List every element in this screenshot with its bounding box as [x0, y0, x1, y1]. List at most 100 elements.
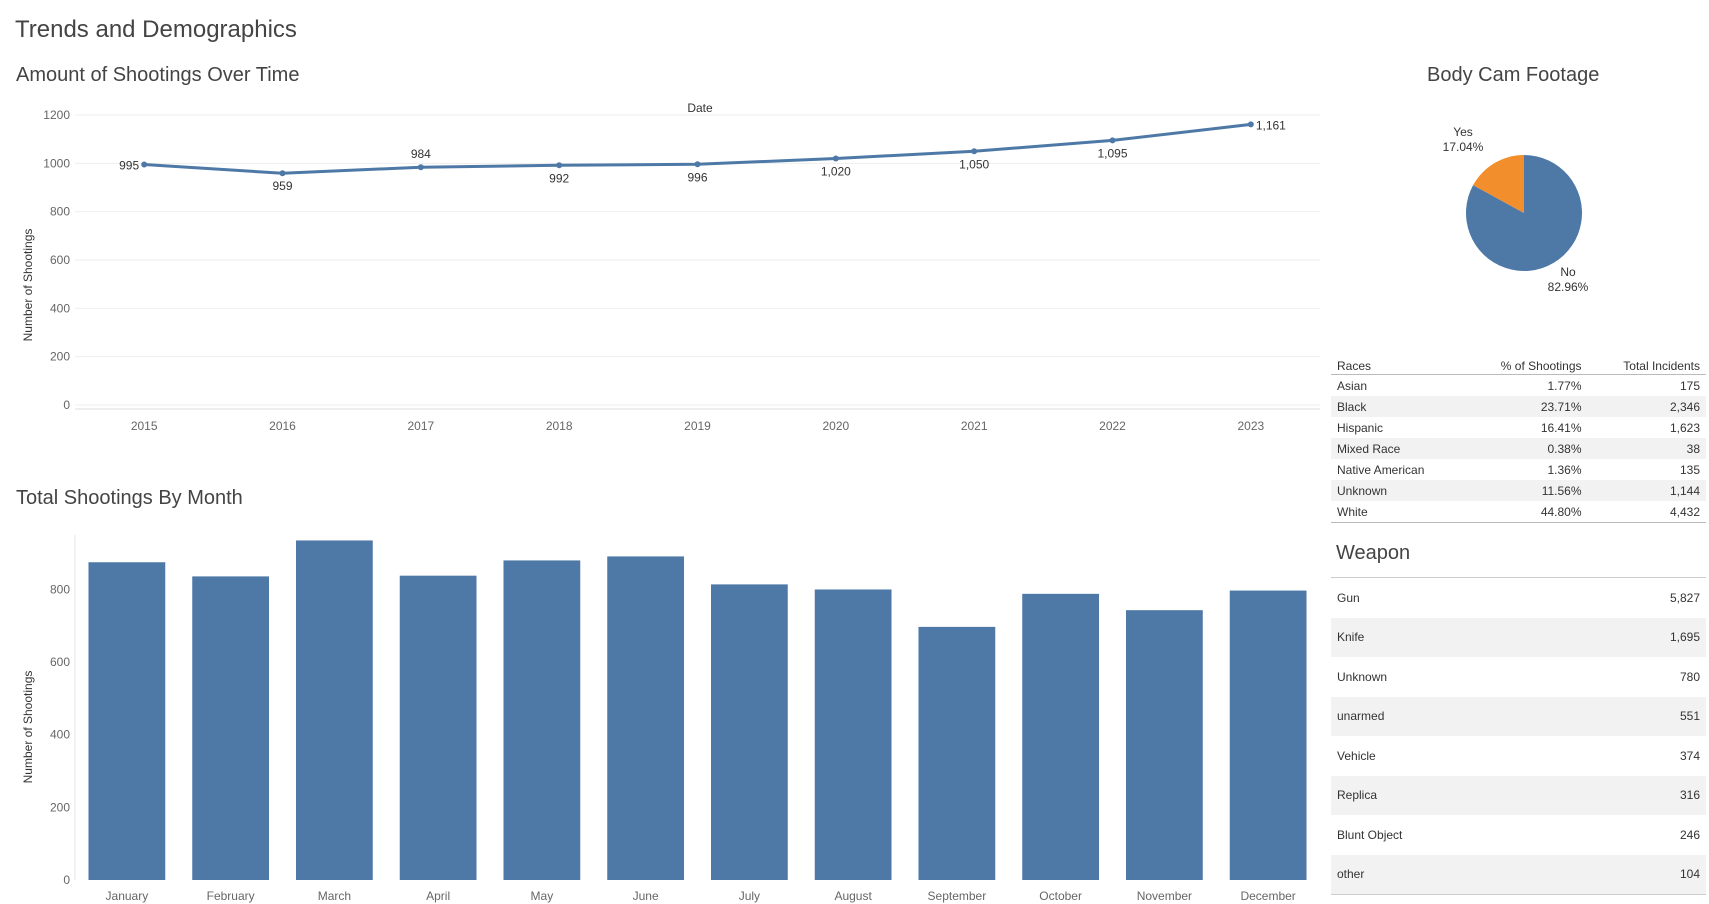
race-total: 2,346: [1587, 396, 1706, 417]
weapon-count: 5,827: [1669, 590, 1700, 605]
data-label: 992: [549, 171, 569, 185]
x-tick-label: April: [426, 889, 450, 903]
list-item: Unknown 780: [1331, 657, 1706, 697]
line-point: [694, 161, 701, 168]
race-name: Native American: [1337, 462, 1425, 477]
race-pct: 23.71%: [1463, 396, 1588, 417]
x-tick-label: 2019: [684, 419, 711, 433]
weapon-name: Knife: [1337, 630, 1365, 645]
y-tick-label: 0: [63, 398, 70, 412]
x-tick-label: 2022: [1099, 419, 1126, 433]
y-tick-label: 1200: [43, 108, 70, 122]
line-chart-y-title: Number of Shootings: [21, 229, 35, 342]
race-pct: 16.41%: [1540, 420, 1582, 435]
race-total: 135: [1679, 462, 1700, 477]
weapon-name: Replica: [1337, 788, 1378, 803]
data-label: 996: [687, 170, 707, 184]
race-name: Mixed Race: [1331, 438, 1464, 459]
race-pct: 11.56%: [1463, 480, 1588, 501]
bar: [399, 575, 477, 880]
y-tick-label: 1000: [43, 156, 70, 170]
race-name: White: [1331, 501, 1464, 523]
y-tick-label: 400: [50, 728, 70, 742]
line-point: [279, 170, 286, 177]
x-tick-label: 2023: [1237, 419, 1264, 433]
races-header-row: Races % of Shootings Total Incidents: [1331, 357, 1706, 375]
bar: [1125, 610, 1203, 880]
races-header-total: Total Incidents: [1587, 357, 1706, 375]
pie-chart: Yes 17.04% No 82.96%: [1443, 125, 1589, 294]
y-tick-label: 800: [50, 205, 70, 219]
bar-chart-bars: [88, 540, 1307, 880]
line-point: [1109, 137, 1116, 144]
y-tick-label: 400: [50, 301, 70, 315]
list-item: Knife 1,695: [1331, 617, 1706, 657]
races-header-race: Races: [1331, 357, 1464, 375]
race-name: Unknown: [1331, 480, 1464, 501]
weapon-name: unarmed: [1337, 709, 1385, 724]
table-row: Mixed Race 0.38% 38: [1331, 438, 1706, 459]
table-row: Black 23.71% 2,346: [1331, 396, 1706, 417]
y-tick-label: 200: [50, 800, 70, 814]
bar-chart-y-title: Number of Shootings: [21, 671, 35, 784]
data-label: 1,161: [1256, 118, 1286, 132]
bar: [814, 589, 892, 880]
data-label: 1,050: [959, 157, 989, 171]
x-tick-label: May: [531, 889, 554, 903]
pie-pct-no: 82.96%: [1548, 280, 1589, 294]
x-tick-label: 2017: [407, 419, 434, 433]
race-name: Asian: [1337, 378, 1368, 393]
x-tick-label: February: [207, 889, 255, 903]
x-tick-label: June: [633, 889, 659, 903]
line-chart-y-axis: 0 200 400 600 800 1000 1200: [43, 108, 70, 412]
bar: [192, 576, 270, 880]
race-pct: 44.80%: [1463, 501, 1588, 523]
x-tick-label: August: [834, 889, 872, 903]
data-label: 1,095: [1097, 146, 1127, 160]
y-tick-label: 800: [50, 582, 70, 596]
x-tick-label: March: [318, 889, 351, 903]
list-item: unarmed 551: [1331, 696, 1706, 736]
list-item: Gun 5,827: [1331, 578, 1706, 618]
table-row: Native American 1.36% 135: [1331, 459, 1706, 480]
x-tick-label: November: [1137, 889, 1192, 903]
table-row: Unknown 11.56% 1,144: [1331, 480, 1706, 501]
race-pct: 1.77%: [1547, 378, 1582, 393]
race-pct: 0.38%: [1463, 438, 1588, 459]
table-row: White 44.80% 4,432: [1331, 501, 1706, 523]
y-tick-label: 600: [50, 655, 70, 669]
bar-chart-title: Total Shootings By Month: [16, 487, 243, 509]
line-chart: Date Number of Shootings 0 200 400 600 800 10…: [21, 101, 1320, 433]
list-item: Vehicle 374: [1331, 736, 1706, 776]
x-tick-label: 2018: [546, 419, 573, 433]
pie-chart-title: Body Cam Footage: [1427, 64, 1600, 86]
x-tick-label: January: [106, 889, 149, 903]
x-tick-label: 2016: [269, 419, 296, 433]
bar: [88, 562, 166, 880]
data-label: 984: [411, 147, 431, 161]
weapon-name: Gun: [1337, 590, 1360, 605]
line-chart-x-title: Date: [687, 101, 713, 115]
x-tick-label: 2021: [961, 419, 988, 433]
y-tick-label: 600: [50, 253, 70, 267]
list-item: Blunt Object 246: [1331, 815, 1706, 855]
race-total: 4,432: [1587, 501, 1706, 523]
bar: [1229, 590, 1307, 880]
data-label: 995: [119, 159, 139, 173]
race-total: 1,144: [1587, 480, 1706, 501]
pie-pct-yes: 17.04%: [1443, 140, 1484, 154]
line-chart-x-axis: 2015 2016 2017 2018 2019 2020 2021 2022 2023: [131, 419, 1265, 433]
line-point: [1247, 121, 1254, 128]
line-chart-grid: [75, 114, 1320, 410]
bar: [503, 560, 581, 880]
races-header-pct: % of Shootings: [1463, 357, 1588, 375]
bar: [710, 584, 788, 880]
weapon-name: Unknown: [1337, 669, 1388, 684]
line-point: [556, 162, 563, 169]
line-point: [832, 155, 839, 162]
line-data-labels: 995 959 984 992 996 1,020 1,050 1,095 1,161: [119, 118, 1286, 193]
line-point: [141, 161, 148, 168]
weapon-count: 374: [1679, 748, 1700, 763]
weapon-title: Weapon: [1336, 542, 1411, 564]
x-tick-label: September: [928, 889, 987, 903]
